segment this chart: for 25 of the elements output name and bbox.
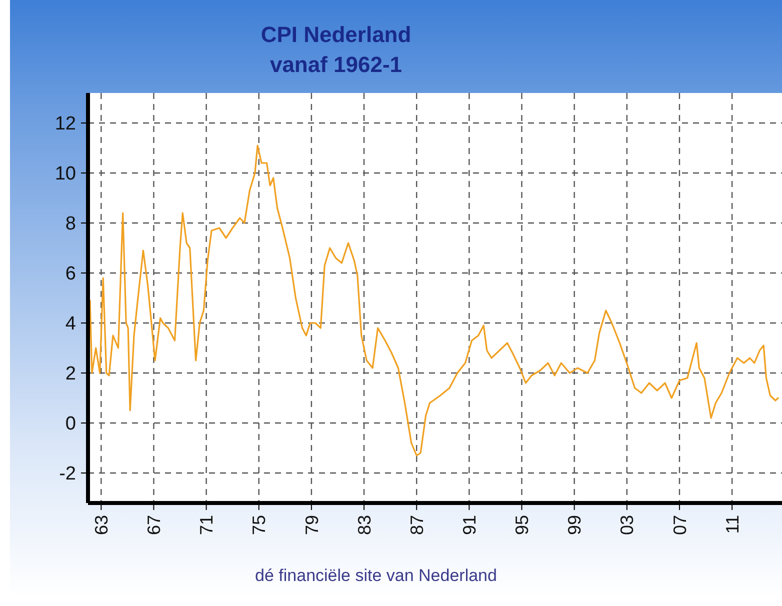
x-tick-label: 71 bbox=[196, 515, 217, 536]
text: dé financiële site van Nederland bbox=[255, 566, 497, 585]
line-series bbox=[89, 144, 779, 456]
x-tick-label: 63 bbox=[91, 515, 112, 536]
x-tick-label: 79 bbox=[302, 515, 322, 536]
x-tick-label: 03 bbox=[617, 515, 638, 536]
y-tick-label: 12 bbox=[54, 114, 76, 135]
x-tick-label: 91 bbox=[459, 515, 480, 536]
chart-title: CPI Nederland bbox=[260, 22, 412, 47]
x-tick-label: 99 bbox=[564, 515, 585, 536]
x-tick-label: 87 bbox=[406, 515, 427, 536]
y-tick-label: 10 bbox=[54, 164, 76, 185]
y-tick-label: 0 bbox=[65, 414, 76, 435]
x-tick-label: 11 bbox=[722, 515, 742, 534]
y-tick-label: 4 bbox=[65, 314, 76, 335]
x-tick-label: 83 bbox=[354, 515, 374, 536]
y-tick-label: -2 bbox=[59, 464, 76, 485]
x-tick-label: 67 bbox=[144, 515, 164, 536]
chart-subtitle: vanaf 1962-1 bbox=[270, 52, 402, 77]
x-tick-label: 75 bbox=[249, 515, 270, 536]
x-tick-label: 07 bbox=[670, 515, 690, 536]
y-tick-label: 6 bbox=[65, 264, 76, 285]
x-tick-label: 95 bbox=[512, 515, 532, 536]
y-tick-label: 8 bbox=[65, 214, 76, 235]
y-tick-label: 2 bbox=[65, 364, 76, 385]
